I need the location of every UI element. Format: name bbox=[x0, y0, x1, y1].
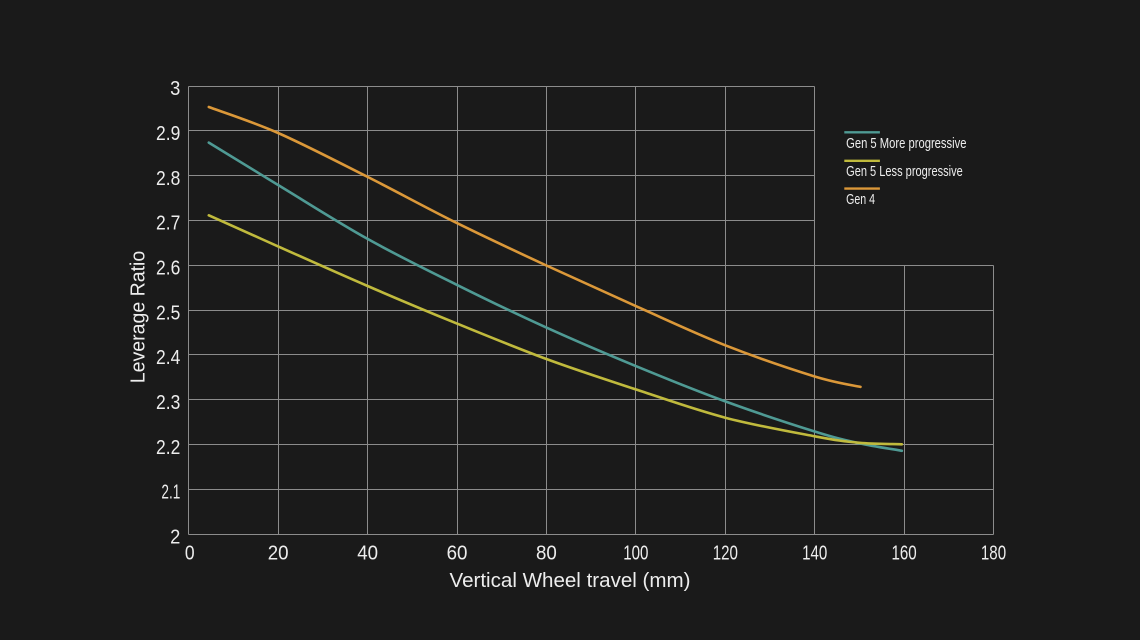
svg-text:2: 2 bbox=[170, 527, 180, 549]
svg-text:2.7: 2.7 bbox=[156, 213, 180, 235]
svg-text:Vertical Wheel travel (mm): Vertical Wheel travel (mm) bbox=[450, 570, 691, 592]
svg-text:2.4: 2.4 bbox=[156, 347, 180, 369]
svg-text:3: 3 bbox=[170, 78, 180, 100]
svg-text:100: 100 bbox=[623, 543, 648, 565]
svg-text:Leverage Ratio: Leverage Ratio bbox=[128, 251, 150, 383]
svg-text:2.5: 2.5 bbox=[156, 302, 180, 324]
svg-text:140: 140 bbox=[802, 543, 827, 565]
svg-text:Gen 4: Gen 4 bbox=[846, 192, 875, 208]
svg-text:40: 40 bbox=[357, 543, 378, 565]
svg-text:180: 180 bbox=[981, 543, 1006, 565]
svg-text:2.9: 2.9 bbox=[156, 123, 180, 145]
svg-text:80: 80 bbox=[536, 543, 557, 565]
svg-text:2.6: 2.6 bbox=[156, 258, 180, 280]
svg-text:2.8: 2.8 bbox=[156, 168, 180, 190]
svg-text:120: 120 bbox=[713, 543, 738, 565]
svg-text:Gen 5 More progressive: Gen 5 More progressive bbox=[846, 136, 966, 152]
svg-text:20: 20 bbox=[268, 543, 289, 565]
svg-text:0: 0 bbox=[185, 543, 195, 565]
svg-text:60: 60 bbox=[447, 543, 468, 565]
svg-text:2.2: 2.2 bbox=[156, 437, 180, 459]
svg-text:2.3: 2.3 bbox=[156, 392, 180, 414]
svg-text:Gen 5 Less progressive: Gen 5 Less progressive bbox=[846, 164, 963, 180]
svg-text:160: 160 bbox=[892, 543, 917, 565]
svg-text:2.1: 2.1 bbox=[161, 482, 180, 504]
